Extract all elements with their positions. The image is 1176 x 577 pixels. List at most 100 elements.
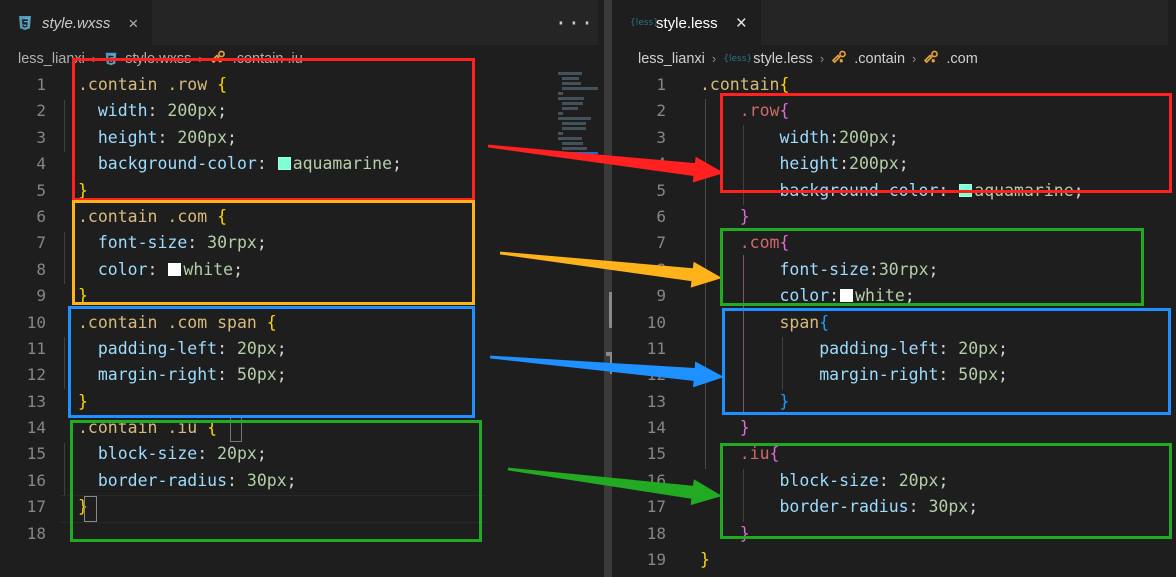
code-text[interactable]: span{ — [682, 310, 1176, 336]
close-icon[interactable]: × — [128, 13, 139, 33]
right-breadcrumb[interactable]: less_lianxi › {less} style.less › .conta… — [612, 45, 1176, 72]
code-line[interactable]: 3 height: 200px; — [0, 125, 612, 151]
breadcrumb-file-right[interactable]: style.less — [753, 50, 813, 67]
more-icon[interactable]: ··· — [554, 10, 594, 35]
code-line[interactable]: 16 block-size: 20px; — [612, 468, 1176, 494]
code-text[interactable]: width: 200px; — [60, 98, 612, 124]
close-icon-right[interactable]: × — [735, 12, 747, 34]
code-line[interactable]: 17} — [0, 494, 612, 520]
code-text[interactable]: .contain .iu { — [60, 415, 612, 441]
code-line[interactable]: 2 width: 200px; — [0, 98, 612, 124]
code-text[interactable]: .row{ — [682, 98, 1176, 124]
code-line[interactable]: 19} — [612, 547, 1176, 573]
code-line[interactable]: 6 .contain .com { — [0, 204, 612, 230]
code-text[interactable]: } — [682, 547, 1176, 573]
code-text[interactable]: .com{ — [682, 230, 1176, 256]
code-text[interactable]: margin-right: 50px; — [682, 362, 1176, 388]
code-line[interactable]: 11 padding-left: 20px; — [612, 336, 1176, 362]
code-line[interactable]: 17 border-radius: 30px; — [612, 494, 1176, 520]
code-text[interactable]: font-size:30rpx; — [682, 257, 1176, 283]
code-line[interactable]: 13 } — [612, 389, 1176, 415]
right-scroll-track[interactable] — [1168, 0, 1176, 577]
splitter-grip[interactable] — [609, 292, 614, 328]
code-text[interactable]: .contain .row { — [60, 72, 612, 98]
code-text[interactable]: padding-left: 20px; — [60, 336, 612, 362]
code-text[interactable]: font-size: 30rpx; — [60, 230, 612, 256]
code-text[interactable]: color: white; — [60, 257, 612, 283]
left-more-actions[interactable]: ··· — [555, 0, 612, 45]
line-number: 3 — [656, 127, 666, 147]
code-text[interactable]: } — [682, 521, 1176, 547]
white-color-swatch[interactable] — [840, 289, 854, 303]
code-line[interactable]: 9 color: white; — [612, 283, 1176, 309]
code-line[interactable]: 3 width:200px; — [612, 125, 1176, 151]
code-line[interactable]: 13} — [0, 389, 612, 415]
code-line[interactable]: 18 — [0, 521, 612, 547]
code-line[interactable]: 6 } — [612, 204, 1176, 230]
code-text[interactable]: border-radius: 30px; — [682, 494, 1176, 520]
code-line[interactable]: 11 padding-left: 20px; — [0, 336, 612, 362]
code-text[interactable]: margin-right: 50px; — [60, 362, 612, 388]
code-text[interactable]: } — [682, 415, 1176, 441]
code-text[interactable]: } — [682, 204, 1176, 230]
code-text[interactable]: block-size: 20px; — [682, 468, 1176, 494]
breadcrumb-folder[interactable]: less_lianxi — [18, 50, 85, 67]
code-line[interactable]: 8 font-size:30rpx; — [612, 257, 1176, 283]
code-line[interactable]: 4 height:200px; — [612, 151, 1176, 177]
tab-style-wxss[interactable]: style.wxss × — [0, 0, 153, 45]
code-text[interactable]: background-color: aquamarine; — [682, 178, 1176, 204]
code-line[interactable]: 1 .contain .row { — [0, 72, 612, 98]
code-text[interactable]: } — [60, 494, 612, 520]
breadcrumb-symbol[interactable]: .contain .iu — [232, 50, 303, 67]
code-text[interactable]: background-color: aquamarine; — [60, 151, 612, 177]
code-line[interactable]: 8 color: white; — [0, 257, 612, 283]
left-breadcrumb[interactable]: less_lianxi › style.wxss › .contain .iu — [0, 45, 612, 72]
code-line[interactable]: 5 background-color: aquamarine; — [612, 178, 1176, 204]
code-token: 50px — [958, 365, 999, 385]
tab-style-less[interactable]: {less} style.less × — [612, 0, 761, 45]
code-line[interactable]: 1 .contain{ — [612, 72, 1176, 98]
code-line[interactable]: 16 border-radius: 30px; — [0, 468, 612, 494]
code-text[interactable]: color: white; — [682, 283, 1176, 309]
code-text[interactable]: } — [682, 389, 1176, 415]
code-line[interactable]: 12 margin-right: 50px; — [0, 362, 612, 388]
code-text[interactable]: height: 200px; — [60, 125, 612, 151]
code-text[interactable]: .contain{ — [682, 72, 1176, 98]
breadcrumb-symbol-com[interactable]: .com — [946, 50, 978, 67]
code-token: { — [769, 444, 780, 464]
code-line[interactable]: 5} — [0, 178, 612, 204]
code-text[interactable]: } — [60, 283, 612, 309]
breadcrumb-symbol-contain[interactable]: .contain — [854, 50, 906, 67]
code-line[interactable]: 15 .iu{ — [612, 441, 1176, 467]
code-text[interactable]: } — [60, 178, 612, 204]
left-code-area[interactable]: 1 .contain .row {2 width: 200px; 3 height:… — [0, 72, 612, 547]
code-line[interactable]: 10 span{ — [612, 310, 1176, 336]
white-color-swatch[interactable] — [168, 262, 182, 276]
code-line[interactable]: 12 margin-right: 50px; — [612, 362, 1176, 388]
breadcrumb-folder-right[interactable]: less_lianxi — [638, 50, 705, 67]
aquamarine-color-swatch[interactable] — [277, 157, 291, 171]
code-line[interactable]: 2 .row{ — [612, 98, 1176, 124]
code-line[interactable]: 4 background-color: aquamarine; — [0, 151, 612, 177]
code-text[interactable]: width:200px; — [682, 125, 1176, 151]
code-line[interactable]: 7 .com{ — [612, 230, 1176, 256]
code-text[interactable]: .iu{ — [682, 441, 1176, 467]
code-text[interactable]: height:200px; — [682, 151, 1176, 177]
code-token: { — [779, 75, 790, 94]
breadcrumb-file[interactable]: style.wxss — [125, 50, 192, 67]
code-text[interactable]: .contain .com { — [60, 204, 612, 230]
code-line[interactable]: 15 block-size: 20px; — [0, 441, 612, 467]
code-text[interactable]: padding-left: 20px; — [682, 336, 1176, 362]
code-line[interactable]: 7 font-size: 30rpx; — [0, 230, 612, 256]
code-text[interactable]: .contain .com span { — [60, 310, 612, 336]
right-code-area[interactable]: 1 .contain{2 .row{3 width:200px; 4 height:… — [612, 72, 1176, 573]
code-text[interactable]: block-size: 20px; — [60, 441, 612, 467]
code-line[interactable]: 9} — [0, 283, 612, 309]
code-line[interactable]: 14 .contain .iu { — [0, 415, 612, 441]
aquamarine-color-swatch[interactable] — [959, 183, 973, 197]
code-text[interactable]: border-radius: 30px; — [60, 468, 612, 494]
code-text[interactable]: } — [60, 389, 612, 415]
code-line[interactable]: 18 } — [612, 521, 1176, 547]
code-line[interactable]: 10 .contain .com span { — [0, 310, 612, 336]
code-line[interactable]: 14 } — [612, 415, 1176, 441]
